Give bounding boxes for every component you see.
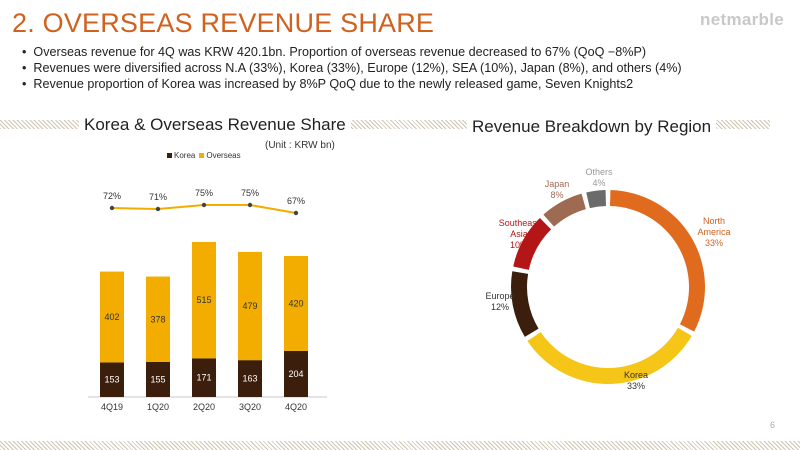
- slice-label-line: North: [703, 216, 725, 226]
- line-point: [201, 202, 207, 208]
- slice-label-line: Japan: [545, 179, 570, 189]
- slice-label-line: 12%: [491, 302, 509, 312]
- bullet-item: Overseas revenue for 4Q was KRW 420.1bn.…: [22, 44, 682, 60]
- slice-label-line: 8%: [550, 190, 563, 200]
- line-value-label: 71%: [149, 192, 167, 202]
- x-tick-label: 4Q19: [101, 402, 123, 412]
- data-label-overseas: 479: [242, 301, 257, 311]
- slice-label-line: 33%: [627, 381, 645, 391]
- netmarble-logo: netmarble: [700, 10, 784, 29]
- slice-label: Korea 33%: [624, 370, 648, 391]
- donut-slice: [527, 327, 692, 385]
- donut-slice: [543, 193, 586, 227]
- donut-slice: [513, 217, 552, 270]
- bar-overseas: [192, 241, 216, 359]
- data-label-korea: 153: [104, 375, 119, 385]
- data-label-korea: 171: [196, 373, 211, 383]
- bar-korea: [284, 350, 308, 397]
- slice-label: Others 4%: [585, 167, 613, 188]
- slice-label: Southeast Asia 10%: [499, 218, 540, 250]
- right-section-title: Revenue Breakdown by Region: [467, 117, 717, 137]
- bar-korea: [146, 361, 170, 397]
- page-title: 2. OVERSEAS REVENUE SHARE: [12, 8, 435, 38]
- data-label-korea: 204: [288, 369, 303, 379]
- x-tick-label: 1Q20: [147, 402, 169, 412]
- slice-label-line: 33%: [705, 238, 723, 248]
- bar-overseas: [100, 271, 124, 363]
- slice-label-line: Asia: [510, 229, 528, 239]
- legend-label-overseas: Overseas: [206, 151, 241, 160]
- section-divider: [0, 120, 770, 129]
- data-label-korea: 155: [150, 374, 165, 384]
- bar-overseas: [284, 255, 308, 351]
- summary-bullets: Overseas revenue for 4Q was KRW 420.1bn.…: [22, 44, 682, 92]
- slice-label-line: Southeast: [499, 218, 540, 228]
- line-point: [155, 206, 161, 212]
- chart-legend: Korea Overseas: [167, 151, 245, 160]
- data-label-overseas: 378: [150, 314, 165, 324]
- line-value-label: 75%: [195, 188, 213, 198]
- bar-korea: [238, 360, 262, 397]
- bar-korea: [100, 362, 124, 397]
- bullet-item: Revenues were diversified across N.A (33…: [22, 60, 681, 76]
- slice-label-line: America: [697, 227, 730, 237]
- donut-slice: [510, 271, 539, 337]
- line-point: [247, 202, 253, 208]
- slice-label-line: Europe: [485, 291, 514, 301]
- bar-overseas: [238, 251, 262, 361]
- legend-item-korea: Korea: [167, 151, 195, 160]
- line-point: [293, 210, 299, 216]
- legend-item-overseas: Overseas: [199, 151, 241, 160]
- x-tick-label: 2Q20: [193, 402, 215, 412]
- x-tick-label: 4Q20: [285, 402, 307, 412]
- data-label-overseas: 420: [288, 298, 303, 308]
- line-value-label: 67%: [287, 196, 305, 206]
- donut-slice: [586, 190, 606, 209]
- slice-label-line: Korea: [624, 370, 648, 380]
- slice-label: Japan 8%: [545, 179, 570, 200]
- data-label-overseas: 515: [196, 295, 211, 305]
- slice-label-line: 10%: [510, 240, 528, 250]
- line-point: [109, 205, 115, 211]
- data-label-overseas: 402: [104, 312, 119, 322]
- slice-label: North America 33%: [697, 216, 730, 248]
- line-value-label: 75%: [241, 188, 259, 198]
- slice-label-line: Others: [585, 167, 613, 177]
- legend-label-korea: Korea: [174, 151, 196, 160]
- page-number: 6: [770, 420, 776, 430]
- legend-swatch-korea: [167, 153, 172, 158]
- unit-label: (Unit : KRW bn): [265, 140, 335, 151]
- donut-slice: [610, 190, 705, 332]
- bar-overseas: [146, 276, 170, 362]
- legend-swatch-overseas: [199, 153, 205, 158]
- slice-label: Europe 12%: [485, 291, 514, 312]
- slice-label-line: 4%: [592, 178, 605, 188]
- left-section-title: Korea & Overseas Revenue Share: [79, 115, 351, 135]
- footer-divider: [0, 441, 800, 450]
- line-value-label: 72%: [103, 191, 121, 201]
- x-tick-label: 3Q20: [239, 402, 261, 412]
- data-label-korea: 163: [242, 374, 257, 384]
- bullet-item: Revenue proportion of Korea was increase…: [22, 76, 682, 92]
- bar-korea: [192, 358, 216, 397]
